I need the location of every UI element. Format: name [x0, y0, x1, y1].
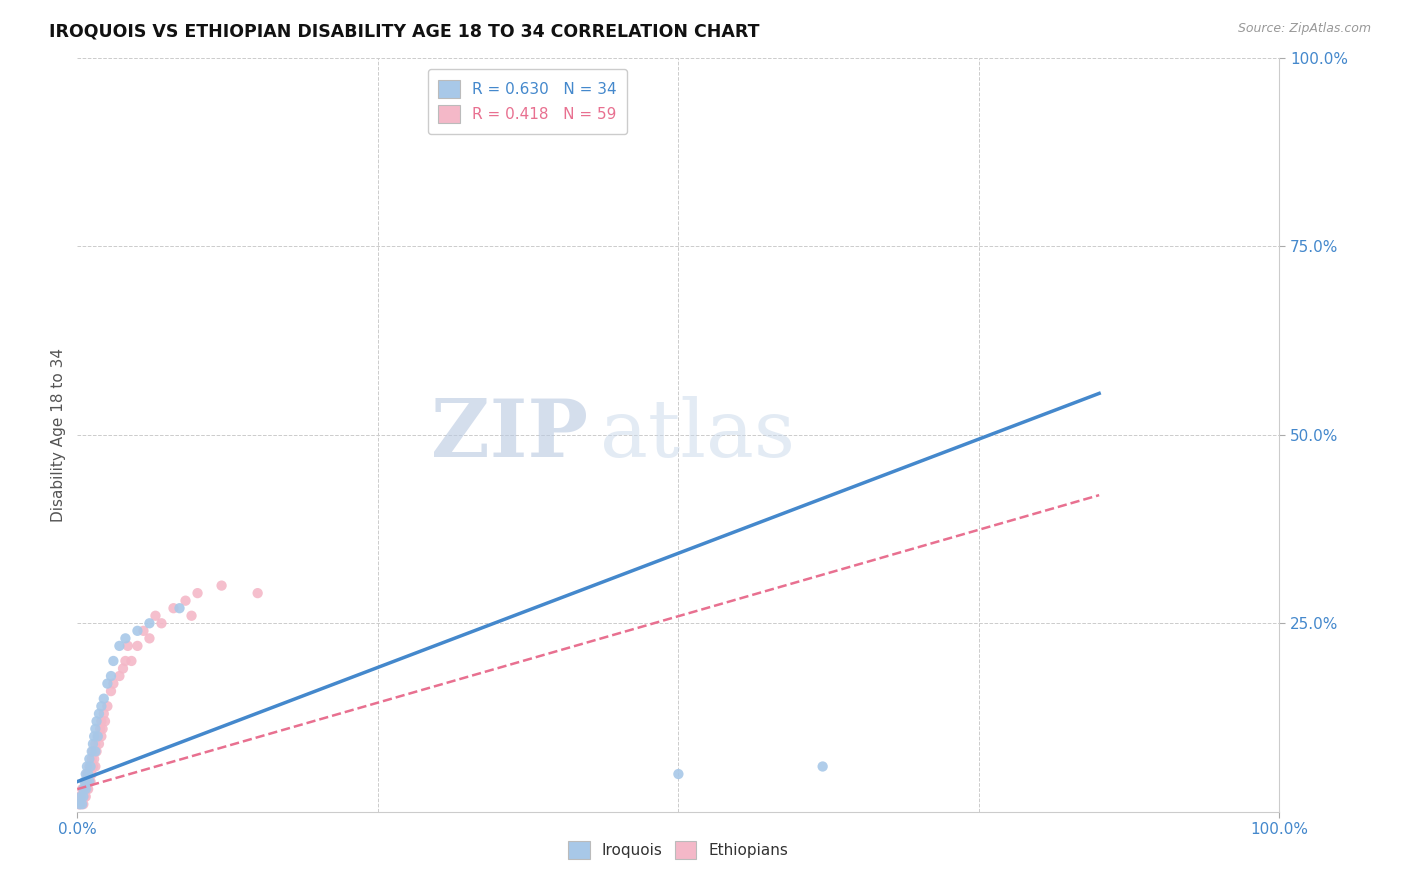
Point	[70, 789, 93, 804]
Point	[72, 789, 94, 804]
Point	[72, 797, 94, 812]
Point	[73, 782, 96, 797]
Point	[75, 789, 97, 804]
Point	[76, 767, 98, 781]
Point	[75, 782, 97, 797]
Point	[103, 654, 125, 668]
Point	[145, 608, 167, 623]
Point	[79, 774, 101, 789]
Point	[79, 759, 101, 773]
Point	[76, 774, 98, 789]
Point	[76, 774, 98, 789]
Point	[70, 789, 93, 804]
Point	[84, 759, 107, 773]
Text: IROQUOIS VS ETHIOPIAN DISABILITY AGE 18 TO 34 CORRELATION CHART: IROQUOIS VS ETHIOPIAN DISABILITY AGE 18 …	[49, 22, 759, 40]
Point	[80, 744, 103, 758]
Point	[86, 714, 108, 729]
Point	[162, 601, 184, 615]
Point	[69, 797, 91, 812]
Point	[90, 699, 112, 714]
Y-axis label: Disability Age 18 to 34: Disability Age 18 to 34	[51, 348, 66, 522]
Point	[79, 759, 101, 773]
Point	[668, 767, 690, 781]
Point	[117, 639, 139, 653]
Point	[77, 767, 100, 781]
Point	[73, 774, 96, 789]
Point	[79, 774, 101, 789]
Text: Source: ZipAtlas.com: Source: ZipAtlas.com	[1237, 22, 1371, 36]
Point	[69, 797, 91, 812]
Point	[77, 782, 100, 797]
Point	[89, 722, 111, 736]
Point	[180, 608, 202, 623]
Point	[108, 669, 131, 683]
Text: ZIP: ZIP	[432, 396, 588, 474]
Point	[114, 632, 136, 646]
Point	[79, 759, 101, 773]
Point	[96, 699, 118, 714]
Point	[87, 730, 110, 744]
Point	[79, 752, 101, 766]
Point	[82, 744, 104, 758]
Point	[100, 669, 122, 683]
Legend: Iroquois, Ethiopians: Iroquois, Ethiopians	[560, 832, 797, 868]
Point	[211, 579, 233, 593]
Point	[108, 639, 131, 653]
Point	[79, 774, 101, 789]
Point	[111, 661, 134, 675]
Point	[87, 737, 110, 751]
Point	[73, 789, 96, 804]
Point	[72, 789, 94, 804]
Point	[70, 782, 93, 797]
Point	[90, 714, 112, 729]
Point	[100, 684, 122, 698]
Point	[83, 752, 105, 766]
Point	[67, 797, 90, 812]
Point	[91, 722, 114, 736]
Text: atlas: atlas	[600, 396, 796, 474]
Point	[86, 744, 108, 758]
Point	[169, 601, 191, 615]
Point	[80, 767, 103, 781]
Point	[82, 737, 104, 751]
Point	[70, 789, 93, 804]
Point	[75, 782, 97, 797]
Point	[87, 730, 110, 744]
Point	[103, 676, 125, 690]
Point	[94, 714, 117, 729]
Point	[84, 737, 107, 751]
Point	[87, 706, 110, 721]
Point	[76, 782, 98, 797]
Point	[83, 730, 105, 744]
Point	[76, 759, 98, 773]
Point	[132, 624, 155, 638]
Point	[93, 706, 115, 721]
Point	[77, 767, 100, 781]
Point	[120, 654, 142, 668]
Point	[70, 797, 93, 812]
Point	[82, 759, 104, 773]
Point	[75, 767, 97, 781]
Point	[246, 586, 269, 600]
Point	[90, 730, 112, 744]
Point	[127, 624, 149, 638]
Point	[93, 691, 115, 706]
Point	[127, 639, 149, 653]
Point	[114, 654, 136, 668]
Point	[174, 593, 197, 607]
Point	[72, 782, 94, 797]
Point	[75, 774, 97, 789]
Point	[69, 789, 91, 804]
Point	[84, 744, 107, 758]
Point	[70, 797, 93, 812]
Point	[80, 752, 103, 766]
Point	[84, 722, 107, 736]
Point	[96, 676, 118, 690]
Point	[811, 759, 834, 773]
Point	[150, 616, 173, 631]
Point	[138, 616, 160, 631]
Point	[72, 782, 94, 797]
Point	[187, 586, 209, 600]
Point	[138, 632, 160, 646]
